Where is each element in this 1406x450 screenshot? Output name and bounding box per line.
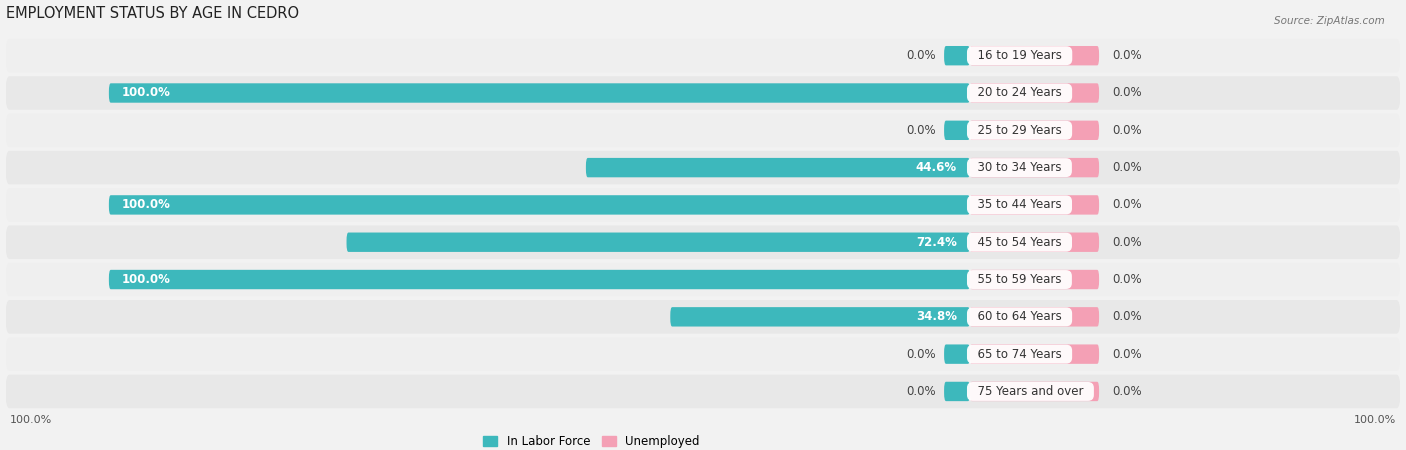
FancyBboxPatch shape bbox=[6, 375, 1400, 408]
FancyBboxPatch shape bbox=[970, 195, 1099, 215]
Text: 20 to 24 Years: 20 to 24 Years bbox=[970, 86, 1069, 99]
FancyBboxPatch shape bbox=[6, 263, 1400, 296]
FancyBboxPatch shape bbox=[108, 195, 970, 215]
Text: 35 to 44 Years: 35 to 44 Years bbox=[970, 198, 1069, 211]
FancyBboxPatch shape bbox=[586, 158, 970, 177]
Text: 0.0%: 0.0% bbox=[1112, 198, 1142, 211]
Text: 100.0%: 100.0% bbox=[122, 273, 170, 286]
Text: 0.0%: 0.0% bbox=[905, 49, 935, 62]
Text: 0.0%: 0.0% bbox=[905, 385, 935, 398]
FancyBboxPatch shape bbox=[970, 158, 1099, 177]
FancyBboxPatch shape bbox=[943, 121, 970, 140]
FancyBboxPatch shape bbox=[346, 233, 970, 252]
Text: 60 to 64 Years: 60 to 64 Years bbox=[970, 310, 1069, 324]
FancyBboxPatch shape bbox=[970, 46, 1099, 65]
Text: EMPLOYMENT STATUS BY AGE IN CEDRO: EMPLOYMENT STATUS BY AGE IN CEDRO bbox=[6, 5, 298, 21]
Text: 45 to 54 Years: 45 to 54 Years bbox=[970, 236, 1069, 249]
Text: 65 to 74 Years: 65 to 74 Years bbox=[970, 348, 1069, 360]
Text: 100.0%: 100.0% bbox=[10, 414, 52, 425]
Text: 55 to 59 Years: 55 to 59 Years bbox=[970, 273, 1069, 286]
FancyBboxPatch shape bbox=[6, 76, 1400, 110]
Text: 0.0%: 0.0% bbox=[1112, 273, 1142, 286]
Text: Source: ZipAtlas.com: Source: ZipAtlas.com bbox=[1274, 16, 1385, 26]
Text: 0.0%: 0.0% bbox=[1112, 348, 1142, 360]
FancyBboxPatch shape bbox=[6, 113, 1400, 147]
Text: 0.0%: 0.0% bbox=[1112, 49, 1142, 62]
Text: 75 Years and over: 75 Years and over bbox=[970, 385, 1091, 398]
FancyBboxPatch shape bbox=[970, 270, 1099, 289]
FancyBboxPatch shape bbox=[6, 151, 1400, 184]
Text: 25 to 29 Years: 25 to 29 Years bbox=[970, 124, 1069, 137]
FancyBboxPatch shape bbox=[6, 300, 1400, 333]
Text: 0.0%: 0.0% bbox=[1112, 310, 1142, 324]
FancyBboxPatch shape bbox=[970, 233, 1099, 252]
FancyBboxPatch shape bbox=[970, 382, 1099, 401]
FancyBboxPatch shape bbox=[970, 307, 1099, 327]
FancyBboxPatch shape bbox=[970, 344, 1099, 364]
FancyBboxPatch shape bbox=[943, 46, 970, 65]
Text: 72.4%: 72.4% bbox=[917, 236, 957, 249]
Text: 0.0%: 0.0% bbox=[1112, 124, 1142, 137]
FancyBboxPatch shape bbox=[108, 83, 970, 103]
FancyBboxPatch shape bbox=[108, 270, 970, 289]
FancyBboxPatch shape bbox=[6, 188, 1400, 222]
FancyBboxPatch shape bbox=[6, 225, 1400, 259]
FancyBboxPatch shape bbox=[943, 382, 970, 401]
FancyBboxPatch shape bbox=[943, 344, 970, 364]
FancyBboxPatch shape bbox=[970, 121, 1099, 140]
Text: 100.0%: 100.0% bbox=[122, 86, 170, 99]
Text: 0.0%: 0.0% bbox=[1112, 385, 1142, 398]
Text: 16 to 19 Years: 16 to 19 Years bbox=[970, 49, 1070, 62]
Text: 44.6%: 44.6% bbox=[915, 161, 957, 174]
FancyBboxPatch shape bbox=[6, 39, 1400, 72]
Text: 30 to 34 Years: 30 to 34 Years bbox=[970, 161, 1069, 174]
Text: 0.0%: 0.0% bbox=[905, 124, 935, 137]
FancyBboxPatch shape bbox=[6, 338, 1400, 371]
Text: 0.0%: 0.0% bbox=[1112, 86, 1142, 99]
Text: 0.0%: 0.0% bbox=[1112, 236, 1142, 249]
Text: 100.0%: 100.0% bbox=[122, 198, 170, 211]
Text: 100.0%: 100.0% bbox=[1354, 414, 1396, 425]
Text: 0.0%: 0.0% bbox=[1112, 161, 1142, 174]
Legend: In Labor Force, Unemployed: In Labor Force, Unemployed bbox=[482, 435, 700, 448]
Text: 34.8%: 34.8% bbox=[915, 310, 957, 324]
Text: 0.0%: 0.0% bbox=[905, 348, 935, 360]
FancyBboxPatch shape bbox=[671, 307, 970, 327]
FancyBboxPatch shape bbox=[970, 83, 1099, 103]
